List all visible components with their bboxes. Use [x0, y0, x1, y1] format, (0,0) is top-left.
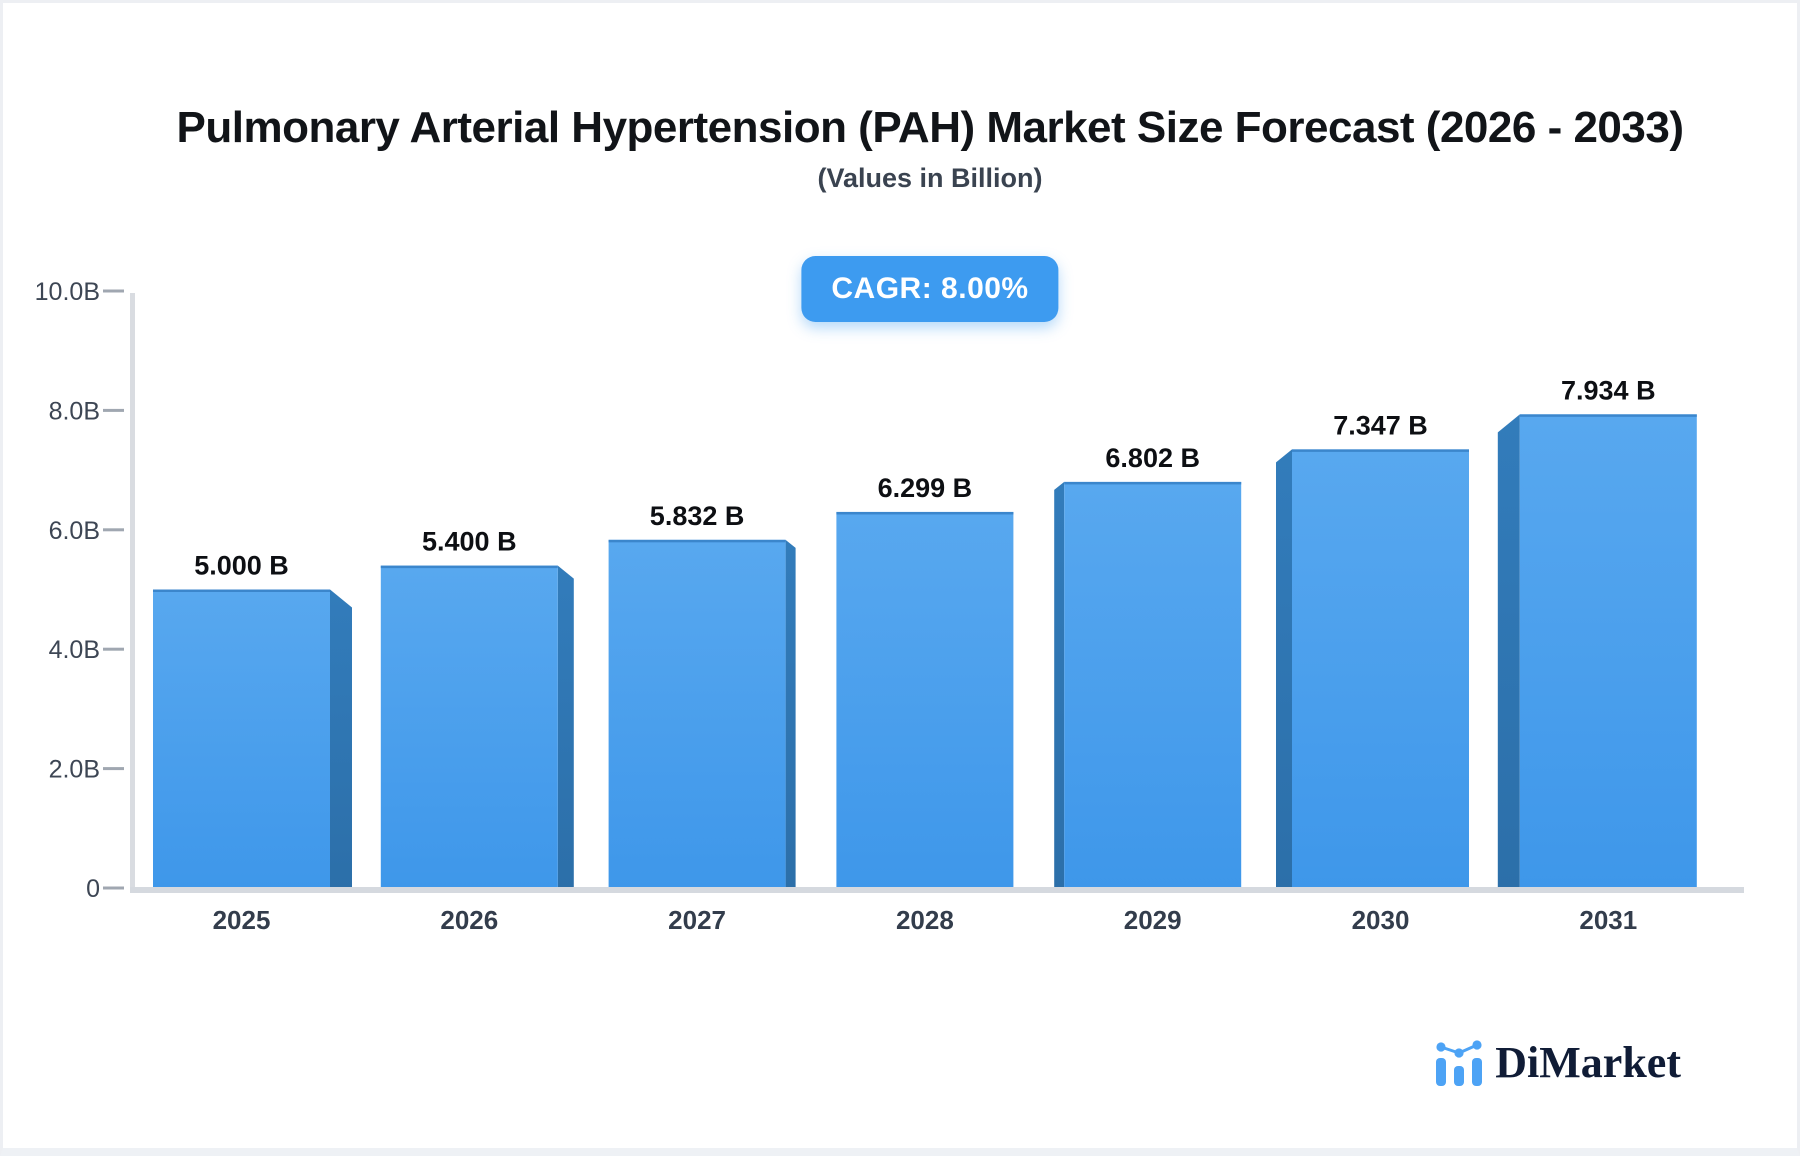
y-tick-mark	[103, 647, 124, 651]
bar	[836, 511, 1014, 890]
y-tick-label: 6.0B	[49, 517, 100, 545]
bar-side-face	[330, 589, 352, 890]
bar	[153, 589, 330, 890]
dimarket-logo: DiMarket	[1432, 1039, 1681, 1087]
y-axis-line	[130, 293, 135, 893]
chart-title: Pulmonary Arterial Hypertension (PAH) Ma…	[176, 103, 1684, 152]
x-category-label: 2027	[668, 905, 726, 935]
y-tick-label: 8.0B	[49, 397, 100, 425]
bar	[1519, 414, 1697, 890]
y-tick-mark	[103, 767, 124, 771]
y-tick-mark	[103, 528, 124, 532]
x-category-label: 2031	[1579, 905, 1637, 935]
cagr-badge: CAGR: 8.00%	[801, 256, 1059, 322]
chart-header: Pulmonary Arterial Hypertension (PAH) Ma…	[130, 3, 1730, 343]
y-tick-mark	[103, 289, 124, 293]
y-tick-label: 10.0B	[35, 278, 100, 306]
bar-top-edge	[608, 539, 786, 543]
bar-top-edge	[1519, 414, 1697, 417]
x-category-label: 2030	[1352, 905, 1410, 935]
bar-top-edge	[836, 511, 1014, 515]
bar-chart: 0 2.0B 4.0B 6.0B 8.0B 10.0B 5.000 B 2025 5.400 B…	[35, 278, 1744, 935]
bar-value-label: 6.299 B	[878, 473, 973, 503]
bar-side-face	[1497, 414, 1520, 890]
bar	[608, 539, 786, 890]
bar-value-label: 6.802 B	[1105, 443, 1200, 473]
chart-subtitle: (Values in Billion)	[817, 163, 1043, 193]
y-tick-label: 2.0B	[49, 756, 100, 784]
bar-side-face	[557, 565, 574, 890]
x-category-label: 2025	[213, 905, 271, 935]
x-category-label: 2028	[896, 905, 954, 935]
bar	[1292, 449, 1469, 890]
bar-side-face	[1276, 449, 1292, 890]
bar-top-edge	[1064, 481, 1242, 485]
bar-value-label: 7.934 B	[1561, 375, 1656, 405]
bar-value-label: 5.400 B	[422, 527, 517, 557]
bar-chart-logo-icon	[1436, 1040, 1483, 1086]
bar	[380, 565, 558, 890]
bar	[1064, 481, 1242, 890]
y-tick-label: 4.0B	[49, 636, 100, 664]
y-tick-label: 0	[86, 875, 100, 903]
bar-value-label: 5.000 B	[194, 551, 289, 581]
x-axis-baseline	[130, 887, 1744, 893]
y-tick-mark	[103, 886, 124, 890]
bar-value-label: 7.347 B	[1333, 410, 1428, 440]
x-category-label: 2026	[440, 905, 498, 935]
bar-top-edge	[380, 565, 558, 569]
bar-side-face	[785, 539, 796, 890]
bar-side-face	[1054, 481, 1065, 890]
y-tick-mark	[103, 408, 124, 412]
bar-top-edge	[1292, 449, 1469, 452]
x-category-label: 2029	[1124, 905, 1182, 935]
bar-value-label: 5.832 B	[650, 501, 745, 531]
bar-top-edge	[153, 589, 330, 592]
logo-text: DiMarket	[1495, 1038, 1681, 1087]
